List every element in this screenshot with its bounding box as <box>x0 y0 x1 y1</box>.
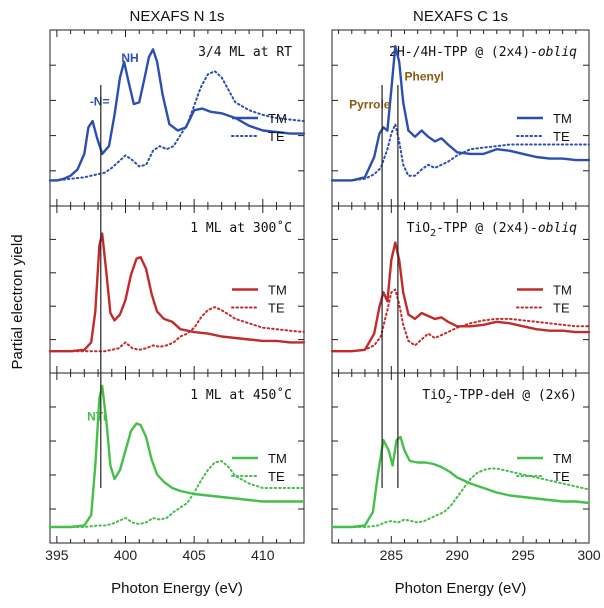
legend-label-te: TE <box>553 301 570 316</box>
y-axis-label: Partial electron yield <box>9 234 26 369</box>
series-tm-line <box>48 48 306 182</box>
panel-label-main: 3/4 ML at RT <box>198 45 292 60</box>
legend-label-tm: TM <box>553 111 572 126</box>
panel-label: TiO2-TPP-deH @ (2x6) <box>422 388 577 406</box>
legend-label-tm: TM <box>553 451 572 466</box>
x-axis-label: Photon Energy (eV) <box>395 580 527 597</box>
x-tick-label: 405 <box>182 547 206 563</box>
legend-label-tm: TM <box>553 283 572 298</box>
legend-label-te: TE <box>553 129 570 144</box>
panel-label-rest: -TPP @ (2x4)- <box>436 221 538 236</box>
x-tick-label: 300 <box>577 547 601 563</box>
series-te-line <box>49 460 305 528</box>
legend-label-te: TE <box>268 301 285 316</box>
peak-annotation: NTi <box>87 410 106 424</box>
peak-annotation: -N= <box>90 95 110 109</box>
legend-label-te: TE <box>268 129 285 144</box>
series-tm-line <box>330 435 591 529</box>
panel-label-rest: -TPP-deH @ (2x6) <box>452 388 577 403</box>
x-tick-label: 285 <box>380 547 404 563</box>
x-tick-label: 410 <box>251 547 275 563</box>
x-tick-label: 395 <box>45 547 69 563</box>
panel-label-sub: 2 <box>446 395 452 406</box>
panel-label-main: 1 ML at 450˚C <box>190 387 292 403</box>
panel-label: 1 ML at 300˚C <box>190 220 292 236</box>
panel-label-main: 1 ML at 300˚C <box>190 220 292 236</box>
panel-0-2: 395 400 405 410 Photon Energy (eV) 1 ML at 45… <box>45 372 306 597</box>
legend-label-tm: TM <box>268 111 287 126</box>
legend-label-te: TE <box>268 469 285 484</box>
column-title: NEXAFS C 1s <box>413 8 508 25</box>
peak-annotation: Phenyl <box>404 70 443 84</box>
series-tm-line <box>330 241 591 353</box>
panel-0-0: NEXAFS N 1s 3/4 ML at RT TM TE -N= NH <box>48 8 306 207</box>
panel-0-1: 1 ML at 300˚C TM TE <box>48 205 306 374</box>
series-tm-line <box>330 45 591 182</box>
x-axis-label: Photon Energy (eV) <box>111 580 243 597</box>
panel-label-main: TiO <box>407 221 431 236</box>
panel-label: TiO2-TPP @ (2x4)-obliq <box>407 221 578 239</box>
x-tick-label: 290 <box>446 547 470 563</box>
panel-1-2: 285 290 295 300 Photon Energy (eV) TiO2-TPP-d… <box>330 372 601 597</box>
panel-label-main: TiO <box>422 388 446 403</box>
plot-layer: NEXAFS N 1s 3/4 ML at RT TM TE -N= NH 1 ML at … <box>45 8 601 597</box>
panel-label-sub: 2 <box>430 228 436 239</box>
legend-label-tm: TM <box>268 451 287 466</box>
peak-annotation: NH <box>121 51 138 65</box>
series-te-line <box>49 306 305 353</box>
panel-label: 1 ML at 450˚C <box>190 387 292 403</box>
legend-label-tm: TM <box>268 283 287 298</box>
panel-label-italic: obliq <box>538 221 577 236</box>
series-tm-line <box>48 384 306 529</box>
series-te-line <box>331 288 590 353</box>
series-te-line <box>49 70 305 182</box>
peak-annotation: Pyrrole <box>349 98 391 112</box>
x-tick-label: 400 <box>114 547 138 563</box>
panel-label-italic: obliq <box>538 45 577 60</box>
panel-frame <box>49 372 305 544</box>
column-title: NEXAFS N 1s <box>129 8 224 25</box>
panel-frame <box>331 372 590 544</box>
series-te-line <box>331 467 590 528</box>
x-tick-label: 295 <box>511 547 535 563</box>
panel-label-main: 2H-/4H-TPP @ (2x4)- <box>389 45 538 60</box>
panel-1-1: TiO2-TPP @ (2x4)-obliq TM TE <box>330 205 591 374</box>
panel-label: 2H-/4H-TPP @ (2x4)-obliq <box>389 45 577 60</box>
legend-label-te: TE <box>553 469 570 484</box>
series-te-line <box>331 123 590 182</box>
series-tm-line <box>48 232 306 353</box>
panel-label: 3/4 ML at RT <box>198 45 292 60</box>
panel-1-0: NEXAFS C 1s 2H-/4H-TPP @ (2x4)-obliq TM TE P… <box>330 8 591 207</box>
